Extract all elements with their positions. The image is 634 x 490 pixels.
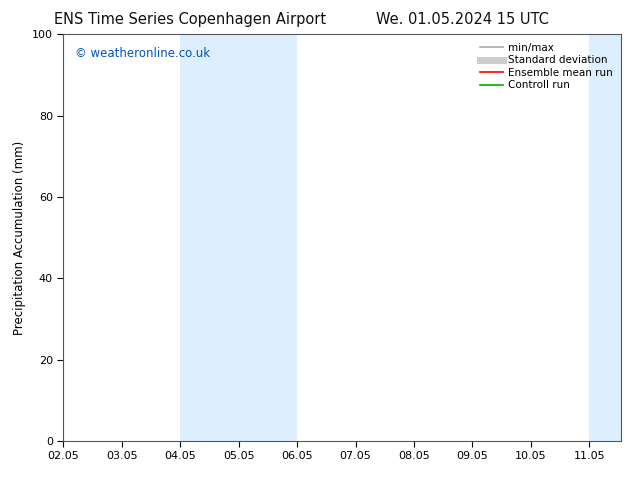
Y-axis label: Precipitation Accumulation (mm): Precipitation Accumulation (mm) — [13, 141, 27, 335]
Bar — [180, 34, 297, 441]
Bar — [589, 34, 634, 441]
Text: © weatheronline.co.uk: © weatheronline.co.uk — [75, 47, 210, 59]
Text: We. 01.05.2024 15 UTC: We. 01.05.2024 15 UTC — [377, 12, 549, 27]
Text: ENS Time Series Copenhagen Airport: ENS Time Series Copenhagen Airport — [54, 12, 327, 27]
Legend: min/max, Standard deviation, Ensemble mean run, Controll run: min/max, Standard deviation, Ensemble me… — [477, 40, 616, 94]
